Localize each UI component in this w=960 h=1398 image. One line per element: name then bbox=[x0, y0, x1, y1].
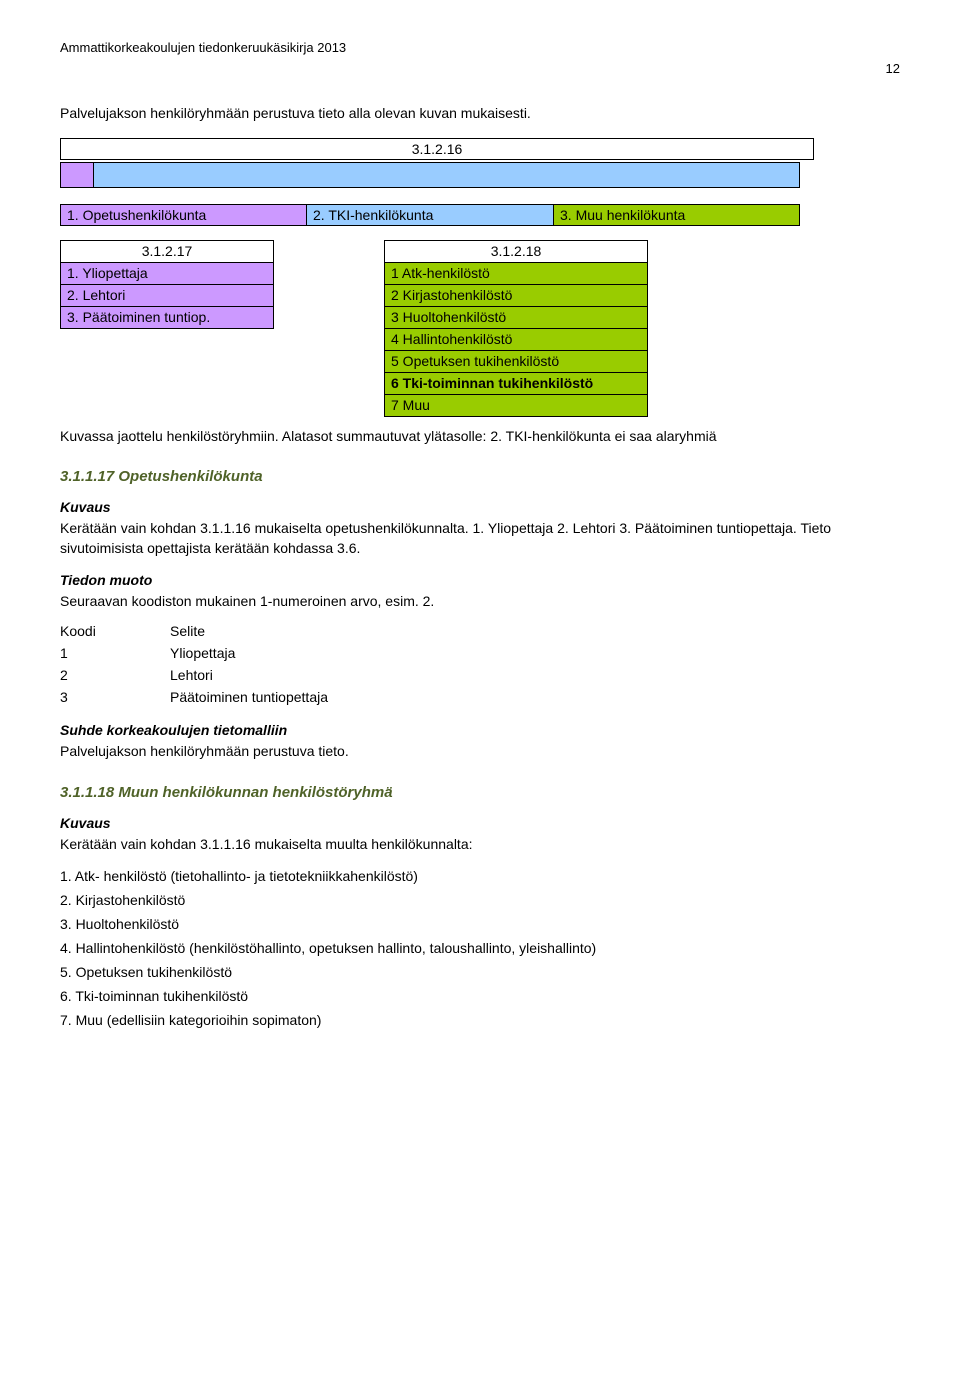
list-item: 5. Opetuksen tukihenkilöstö bbox=[60, 964, 900, 980]
list-item: 2. Kirjastohenkilöstö bbox=[60, 892, 900, 908]
left-row-0: 1. Yliopettaja bbox=[61, 262, 274, 284]
numbered-list: 1. Atk- henkilöstö (tietohallinto- ja ti… bbox=[60, 868, 900, 1028]
codes-header-0: Koodi bbox=[60, 620, 170, 642]
suhde-text: Palvelujakson henkilöryhmään perustuva t… bbox=[60, 742, 900, 762]
table-row: 1 Yliopettaja bbox=[60, 642, 368, 664]
kuvaus-label-2: Kuvaus bbox=[60, 815, 900, 831]
kuvaus-text-2: Kerätään vain kohdan 3.1.1.16 mukaiselta… bbox=[60, 835, 900, 855]
suhde-label: Suhde korkeakoulujen tietomalliin bbox=[60, 722, 900, 738]
list-item: 3. Huoltohenkilöstö bbox=[60, 916, 900, 932]
table-row: Koodi Selite bbox=[60, 620, 368, 642]
right-row-5: 6 Tki-toiminnan tukihenkilöstö bbox=[385, 372, 648, 394]
right-row-0: 1 Atk-henkilöstö bbox=[385, 262, 648, 284]
color-row-top bbox=[60, 162, 800, 188]
left-row-2: 3. Päätoiminen tuntiop. bbox=[61, 306, 274, 328]
left-row-1: 2. Lehtori bbox=[61, 284, 274, 306]
cell-purple bbox=[61, 162, 94, 187]
col-opetus: 1. Opetushenkilökunta bbox=[60, 204, 306, 226]
three-column-row: 1. Opetushenkilökunta 2. TKI-henkilökunt… bbox=[60, 204, 800, 226]
left-box: 3.1.2.17 1. Yliopettaja 2. Lehtori 3. Pä… bbox=[60, 240, 274, 329]
right-box-header: 3.1.2.18 bbox=[385, 240, 648, 262]
tiedon-text: Seuraavan koodiston mukainen 1-numeroine… bbox=[60, 592, 900, 612]
right-row-2: 3 Huoltohenkilöstö bbox=[385, 306, 648, 328]
list-item: 1. Atk- henkilöstö (tietohallinto- ja ti… bbox=[60, 868, 900, 884]
left-col: 3.1.2.17 1. Yliopettaja 2. Lehtori 3. Pä… bbox=[60, 240, 274, 417]
code-0-1: Yliopettaja bbox=[170, 642, 368, 664]
code-1-1: Lehtori bbox=[170, 664, 368, 686]
list-item: 7. Muu (edellisiin kategorioihin sopimat… bbox=[60, 1012, 900, 1028]
table-row: 2 Lehtori bbox=[60, 664, 368, 686]
col-tki: 2. TKI-henkilökunta bbox=[306, 204, 553, 226]
codes-header-1: Selite bbox=[170, 620, 368, 642]
section-3-1-1-17-title: 3.1.1.17 Opetushenkilökunta bbox=[60, 468, 900, 485]
kuvaus-label-1: Kuvaus bbox=[60, 499, 900, 515]
table-row: 3 Päätoiminen tuntiopettaja bbox=[60, 686, 368, 708]
figure-caption: Kuvassa jaottelu henkilöstöryhmiin. Alat… bbox=[60, 427, 900, 447]
code-1-0: 2 bbox=[60, 664, 170, 686]
right-row-3: 4 Hallintohenkilöstö bbox=[385, 328, 648, 350]
right-col: 3.1.2.18 1 Atk-henkilöstö 2 Kirjastohenk… bbox=[384, 240, 648, 417]
right-row-6: 7 Muu bbox=[385, 394, 648, 416]
code-2-1: Päätoiminen tuntiopettaja bbox=[170, 686, 368, 708]
code-2-0: 3 bbox=[60, 686, 170, 708]
doc-header: Ammattikorkeakoulujen tiedonkeruukäsikir… bbox=[60, 40, 900, 55]
right-row-4: 5 Opetuksen tukihenkilöstö bbox=[385, 350, 648, 372]
left-box-header: 3.1.2.17 bbox=[61, 240, 274, 262]
right-row-1: 2 Kirjastohenkilöstö bbox=[385, 284, 648, 306]
tiedon-label: Tiedon muoto bbox=[60, 572, 900, 588]
list-item: 6. Tki-toiminnan tukihenkilöstö bbox=[60, 988, 900, 1004]
two-tables-row: 3.1.2.17 1. Yliopettaja 2. Lehtori 3. Pä… bbox=[60, 240, 900, 417]
section-3-1-1-18-title: 3.1.1.18 Muun henkilökunnan henkilöstöry… bbox=[60, 784, 900, 801]
code-0-0: 1 bbox=[60, 642, 170, 664]
right-box: 3.1.2.18 1 Atk-henkilöstö 2 Kirjastohenk… bbox=[384, 240, 648, 417]
cell-blue bbox=[94, 162, 800, 187]
intro-text: Palvelujakson henkilöryhmään perustuva t… bbox=[60, 104, 900, 124]
kuvaus-text-1: Kerätään vain kohdan 3.1.1.16 mukaiselta… bbox=[60, 519, 900, 558]
page-number: 12 bbox=[60, 61, 900, 76]
codes-table: Koodi Selite 1 Yliopettaja 2 Lehtori 3 P… bbox=[60, 620, 368, 708]
col-muu: 3. Muu henkilökunta bbox=[553, 204, 800, 226]
box-3-1-2-16: 3.1.2.16 bbox=[60, 138, 814, 160]
list-item: 4. Hallintohenkilöstö (henkilöstöhallint… bbox=[60, 940, 900, 956]
